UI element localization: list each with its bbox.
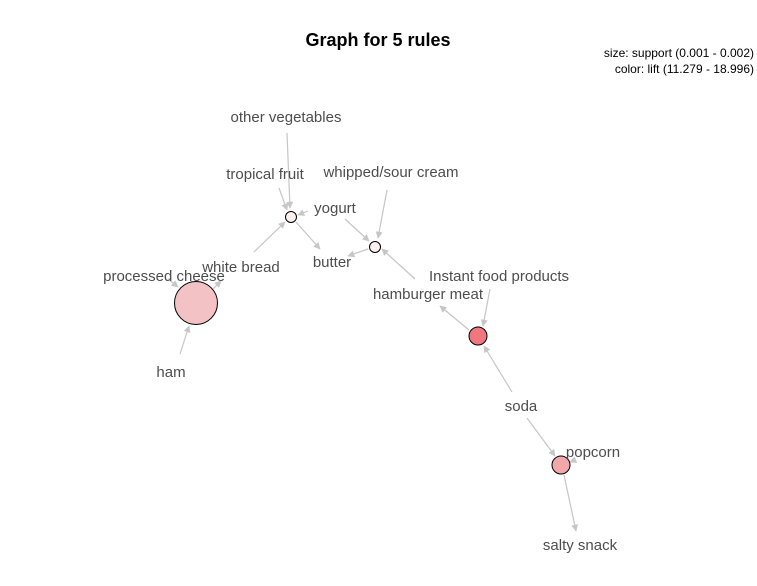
edge-soda-rule-5 (526, 417, 556, 457)
graph-title: Graph for 5 rules (305, 30, 450, 50)
edge-instant-rule-2 (381, 248, 416, 280)
item-label-butter[interactable]: butter (313, 254, 351, 271)
rule-node-3[interactable] (174, 281, 218, 325)
edge-yogurt-rule-1 (297, 209, 309, 216)
edge-processed-cheese-rule-3 (167, 278, 179, 288)
legend-size: size: support (0.001 - 0.002) (604, 46, 754, 60)
edge-popcorn-rule-5 (569, 456, 578, 463)
edge-rule-3-white-bread (211, 280, 222, 291)
item-label-soda[interactable]: soda (505, 398, 538, 415)
edge-instant-rule-4 (480, 288, 491, 327)
item-label-salty-snack[interactable]: salty snack (543, 537, 618, 554)
rule-node-5[interactable] (551, 455, 571, 475)
item-label-white-bread[interactable]: white bread (201, 259, 280, 276)
edge-rule-4-hamburger (439, 305, 470, 331)
item-label-other-vegetables[interactable]: other vegetables (231, 109, 342, 126)
item-label-tropical-fruit[interactable]: tropical fruit (226, 166, 304, 183)
edge-white-bread-rule-1 (253, 221, 286, 253)
edge-yogurt-rule-2 (344, 218, 370, 242)
item-label-yogurt[interactable]: yogurt (314, 200, 357, 217)
legend-color: color: lift (11.279 - 18.996) (615, 62, 754, 76)
item-label-whipped-sour-cream[interactable]: whipped/sour cream (322, 164, 458, 181)
item-label-popcorn[interactable]: popcorn (566, 444, 620, 461)
edge-tropical-fruit-rule-1 (278, 187, 289, 211)
edge-soda-rule-4 (483, 345, 513, 393)
rule-node-1[interactable] (285, 211, 297, 223)
edge-other-vegetables-rule-1 (286, 132, 294, 209)
item-label-ham[interactable]: ham (156, 364, 185, 381)
item-labels: other vegetables tropical fruit whipped/… (103, 109, 620, 554)
edge-whipped-rule-2 (375, 189, 388, 239)
rule-nodes (174, 211, 571, 475)
edge-ham-rule-3 (179, 325, 191, 355)
edge-rule-2-butter (347, 248, 369, 258)
item-label-instant-food-products[interactable]: Instant food products (429, 268, 569, 285)
item-label-processed-cheese[interactable]: processed cheese (103, 268, 225, 285)
edges (167, 132, 579, 532)
edge-rule-5-salty-snack (563, 474, 579, 532)
rule-node-2[interactable] (369, 241, 381, 253)
item-label-hamburger-meat[interactable]: hamburger meat (373, 286, 484, 303)
edge-rule-1-butter (295, 221, 321, 250)
rule-node-4[interactable] (468, 326, 488, 346)
